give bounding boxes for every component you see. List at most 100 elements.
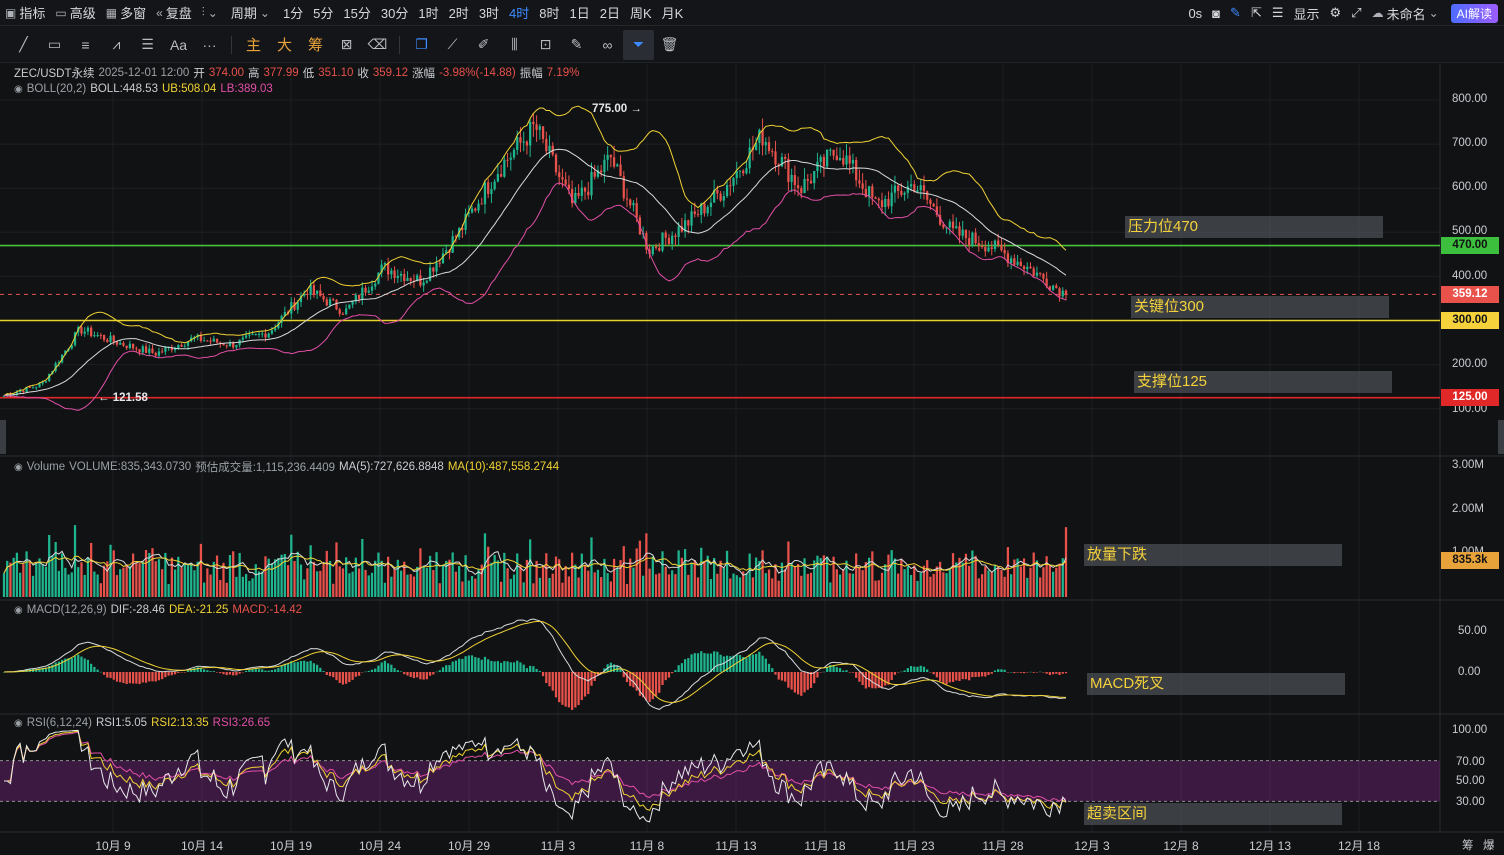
annotation-macd-cross[interactable]: MACD死叉 xyxy=(1087,673,1345,695)
interval-tab-6[interactable]: 3时 xyxy=(478,6,500,21)
trash-icon[interactable]: 🗑 xyxy=(660,36,679,52)
volume-bar xyxy=(848,573,851,597)
annotation-volume-drop[interactable]: 放量下跌 xyxy=(1084,544,1342,566)
candle-body xyxy=(829,149,832,151)
chips-footer-button[interactable]: 筹 xyxy=(1462,840,1474,852)
macd-histogram-bar xyxy=(509,662,512,672)
lock-icon[interactable]: ⊡ xyxy=(539,36,552,52)
settings-gear-icon[interactable]: ⚙ xyxy=(1329,5,1342,20)
chips-quick-button[interactable]: 筹 xyxy=(307,37,323,54)
ruler-icon[interactable]: ⟋ xyxy=(447,36,458,52)
scroll-right-handle[interactable] xyxy=(1498,420,1504,454)
interval-tab-2[interactable]: 15分 xyxy=(343,6,371,21)
scroll-left-handle[interactable] xyxy=(0,420,6,454)
line-tool-icon[interactable]: ╱ xyxy=(19,36,28,52)
annotation-oversold[interactable]: 超卖区间 xyxy=(1084,803,1342,825)
annotation-resistance[interactable]: 压力位470 xyxy=(1125,216,1383,238)
big-order-quick-button[interactable]: 大 xyxy=(276,37,292,54)
multi-window-button[interactable]: ▦ 多窗 xyxy=(105,5,147,22)
filter-icon[interactable]: ⏷ xyxy=(623,29,654,60)
macd-histogram-bar xyxy=(312,663,316,672)
candle-body xyxy=(377,272,380,284)
main-chart-quick-button[interactable]: 主 xyxy=(245,37,261,54)
candle-body xyxy=(700,203,703,215)
macd-legend[interactable]: ◉ MACD(12,26,9) DIF:-28.46 DEA:-21.25 MA… xyxy=(14,604,302,616)
volume-bar xyxy=(974,555,977,597)
candle-body xyxy=(593,171,596,177)
chart-type-button[interactable]: ⫶ ⌄ xyxy=(197,0,226,26)
candle-body xyxy=(826,149,829,167)
burst-footer-button[interactable]: 爆 xyxy=(1483,840,1495,852)
copy-icon[interactable]: ❐ xyxy=(415,36,428,52)
interval-tab-0[interactable]: 1分 xyxy=(282,6,304,21)
change-value: -3.98%(-14.88) xyxy=(439,67,516,79)
rect-tool-icon[interactable]: ▭ xyxy=(47,36,62,52)
interval-tab-4[interactable]: 1时 xyxy=(418,6,439,21)
link-icon[interactable]: ∞ xyxy=(602,36,613,53)
candle-body xyxy=(948,221,951,228)
volume-bar xyxy=(1039,577,1042,597)
volume-bar xyxy=(38,558,41,597)
volume-bar xyxy=(1035,560,1039,597)
interval-tab-3[interactable]: 30分 xyxy=(380,6,409,21)
share-icon[interactable]: ⇱ xyxy=(1250,5,1262,20)
magnet-icon[interactable]: ⊠ xyxy=(340,36,353,52)
chart-area[interactable] xyxy=(0,63,1504,855)
period-button[interactable]: 周期 ⌄ xyxy=(230,5,270,22)
eye-icon[interactable]: ◉ xyxy=(14,717,23,729)
channel-tool-icon[interactable]: ≡ xyxy=(81,36,90,53)
list-icon[interactable]: ☰ xyxy=(1271,5,1284,20)
annotation-support[interactable]: 支撑位125 xyxy=(1134,371,1392,393)
eraser-icon[interactable]: ⌫ xyxy=(367,36,388,52)
candle-body xyxy=(761,129,764,146)
volume-bar xyxy=(761,550,764,597)
fullscreen-icon[interactable]: ⤢ xyxy=(1351,5,1362,20)
layout-menu[interactable]: ☁ 未命名 ⌄ xyxy=(1371,6,1439,22)
fib-tool-icon[interactable]: ☰ xyxy=(141,36,154,52)
more-tools-button[interactable]: ··· xyxy=(202,36,217,53)
candle-body xyxy=(119,342,122,345)
ai-interpret-button[interactable]: AI解读 xyxy=(1450,3,1498,23)
rsi-legend[interactable]: ◉ RSI(6,12,24) RSI1:5.05 RSI2:13.35 RSI3… xyxy=(14,717,270,729)
volume-bar xyxy=(648,568,651,597)
macd-histogram-bar xyxy=(309,660,312,672)
brush-icon[interactable]: ✐ xyxy=(477,36,490,52)
pencil-icon[interactable]: ✎ xyxy=(1230,5,1241,20)
interval-tab-10[interactable]: 2日 xyxy=(599,6,620,21)
macd-histogram-bar xyxy=(70,658,73,672)
candle-body xyxy=(306,293,309,295)
candle-body xyxy=(180,344,183,347)
interval-tab-5[interactable]: 2时 xyxy=(448,6,469,21)
camera-icon[interactable]: ◙ xyxy=(1212,5,1221,21)
display-button[interactable]: 显示 xyxy=(1293,6,1320,22)
macd-histogram-bar xyxy=(67,658,70,672)
eye-icon[interactable]: ◉ xyxy=(14,604,23,616)
macd-histogram-bar xyxy=(658,672,661,693)
date-axis-label: 11月 8 xyxy=(629,839,665,853)
volume-bar xyxy=(725,550,729,597)
boll-legend[interactable]: ◉ BOLL(20,2) BOLL:448.53 UB:508.04 LB:38… xyxy=(14,83,273,95)
interval-tab-7[interactable]: 4时 xyxy=(509,6,530,21)
eye-icon[interactable]: ◉ xyxy=(14,461,23,473)
note-icon[interactable]: ✎ xyxy=(570,36,583,52)
wave-tool-icon[interactable]: ⩘ xyxy=(112,36,121,52)
interval-tab-12[interactable]: 月K xyxy=(661,6,684,21)
interval-tab-9[interactable]: 1日 xyxy=(569,6,590,21)
interval-tab-1[interactable]: 5分 xyxy=(313,6,334,21)
macd-histogram-bar xyxy=(212,671,215,672)
macd-histogram-bar xyxy=(367,670,370,672)
text-tool[interactable]: Aa xyxy=(169,36,188,53)
replay-button[interactable]: «复盘 xyxy=(156,5,192,22)
candle-body xyxy=(816,161,819,171)
macd-histogram-bar xyxy=(409,672,412,678)
candle-icon[interactable]: ⫼ xyxy=(511,36,518,52)
interval-tab-8[interactable]: 8时 xyxy=(539,6,560,21)
volume-legend[interactable]: ◉ Volume VOLUME:835,343.0730 预估成交量:1,115… xyxy=(14,459,559,475)
interval-tab-11[interactable]: 周K xyxy=(629,6,652,21)
indicator-button[interactable]: ▣ 指标 xyxy=(5,5,46,22)
eye-icon[interactable]: ◉ xyxy=(14,83,23,95)
volume-bar xyxy=(955,562,958,597)
advanced-button[interactable]: ▭ 高级 xyxy=(55,5,96,22)
annotation-key-level[interactable]: 关键位300 xyxy=(1131,296,1389,318)
macd-histogram-bar xyxy=(858,672,861,682)
